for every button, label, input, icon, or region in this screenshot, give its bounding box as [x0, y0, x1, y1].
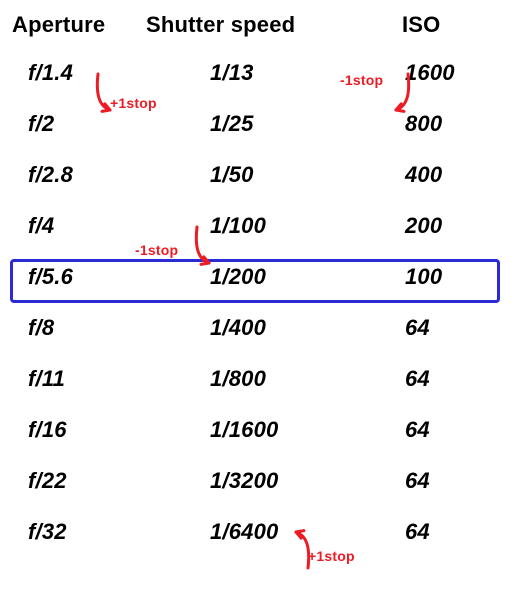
stop-arrow-icon	[286, 524, 316, 576]
aperture-cell: f/2	[28, 111, 54, 137]
stop-arrow-icon	[90, 66, 120, 118]
iso-cell: 64	[405, 366, 430, 392]
iso-cell: 200	[405, 213, 442, 239]
shutter-header: Shutter speed	[146, 12, 295, 38]
aperture-cell: f/11	[28, 366, 65, 392]
shutter-cell: 1/1600	[210, 417, 279, 443]
stop-arrow-icon	[386, 66, 416, 118]
aperture-cell: f/32	[28, 519, 67, 545]
shutter-cell: 1/3200	[210, 468, 279, 494]
shutter-cell: 1/400	[210, 315, 266, 341]
aperture-cell: f/2.8	[28, 162, 73, 188]
iso-cell: 64	[405, 468, 430, 494]
shutter-cell: 1/13	[210, 60, 254, 86]
stop-annotation: -1stop	[340, 72, 383, 88]
iso-cell: 64	[405, 519, 430, 545]
iso-cell: 64	[405, 417, 430, 443]
iso-cell: 100	[405, 264, 442, 290]
iso-cell: 400	[405, 162, 442, 188]
stop-annotation: -1stop	[135, 242, 178, 258]
shutter-cell: 1/50	[210, 162, 254, 188]
iso-cell: 64	[405, 315, 430, 341]
aperture-cell: f/16	[28, 417, 67, 443]
aperture-cell: f/1.4	[28, 60, 73, 86]
stop-arrow-icon	[189, 219, 219, 271]
aperture-cell: f/22	[28, 468, 67, 494]
aperture-cell: f/5.6	[28, 264, 73, 290]
aperture-cell: f/4	[28, 213, 54, 239]
shutter-cell: 1/25	[210, 111, 254, 137]
shutter-cell: 1/6400	[210, 519, 279, 545]
aperture-header: Aperture	[12, 12, 105, 38]
aperture-cell: f/8	[28, 315, 54, 341]
iso-header: ISO	[402, 12, 441, 38]
shutter-cell: 1/800	[210, 366, 266, 392]
